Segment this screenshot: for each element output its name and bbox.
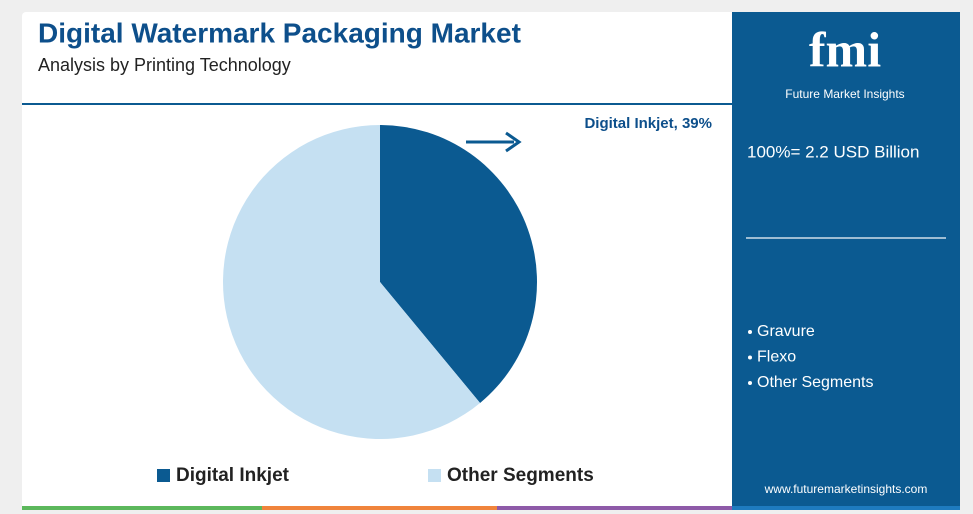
accent-bar [262,506,497,510]
legend-label: Other Segments [447,465,594,486]
accent-bar [497,506,732,510]
bullet [748,330,752,334]
segment-item: Other Segments [757,374,874,391]
logo: fmi [809,21,881,77]
chart-title: Digital Watermark Packaging Market [38,17,521,48]
brand-name: Future Market Insights [785,87,904,101]
segment-item: Flexo [757,349,796,366]
legend-swatch [428,469,441,482]
pie-slice [223,125,481,439]
pie-slice [380,125,538,403]
accent-bar [22,506,262,510]
legend-label: Digital Inkjet [176,465,290,486]
bullet [748,381,752,385]
data-label: Digital Inkjet, 39% [584,115,712,132]
url: www.futuremarketinsights.com [764,482,928,496]
segment-item: Gravure [757,323,815,340]
accent-bar [732,506,960,510]
side-panel [732,12,960,506]
arrow [466,131,522,153]
chart-subtitle: Analysis by Printing Technology [38,55,291,75]
legend-swatch [157,469,170,482]
bullet [748,355,752,360]
total-label: 100%= 2.2 USD Billion [747,142,919,161]
